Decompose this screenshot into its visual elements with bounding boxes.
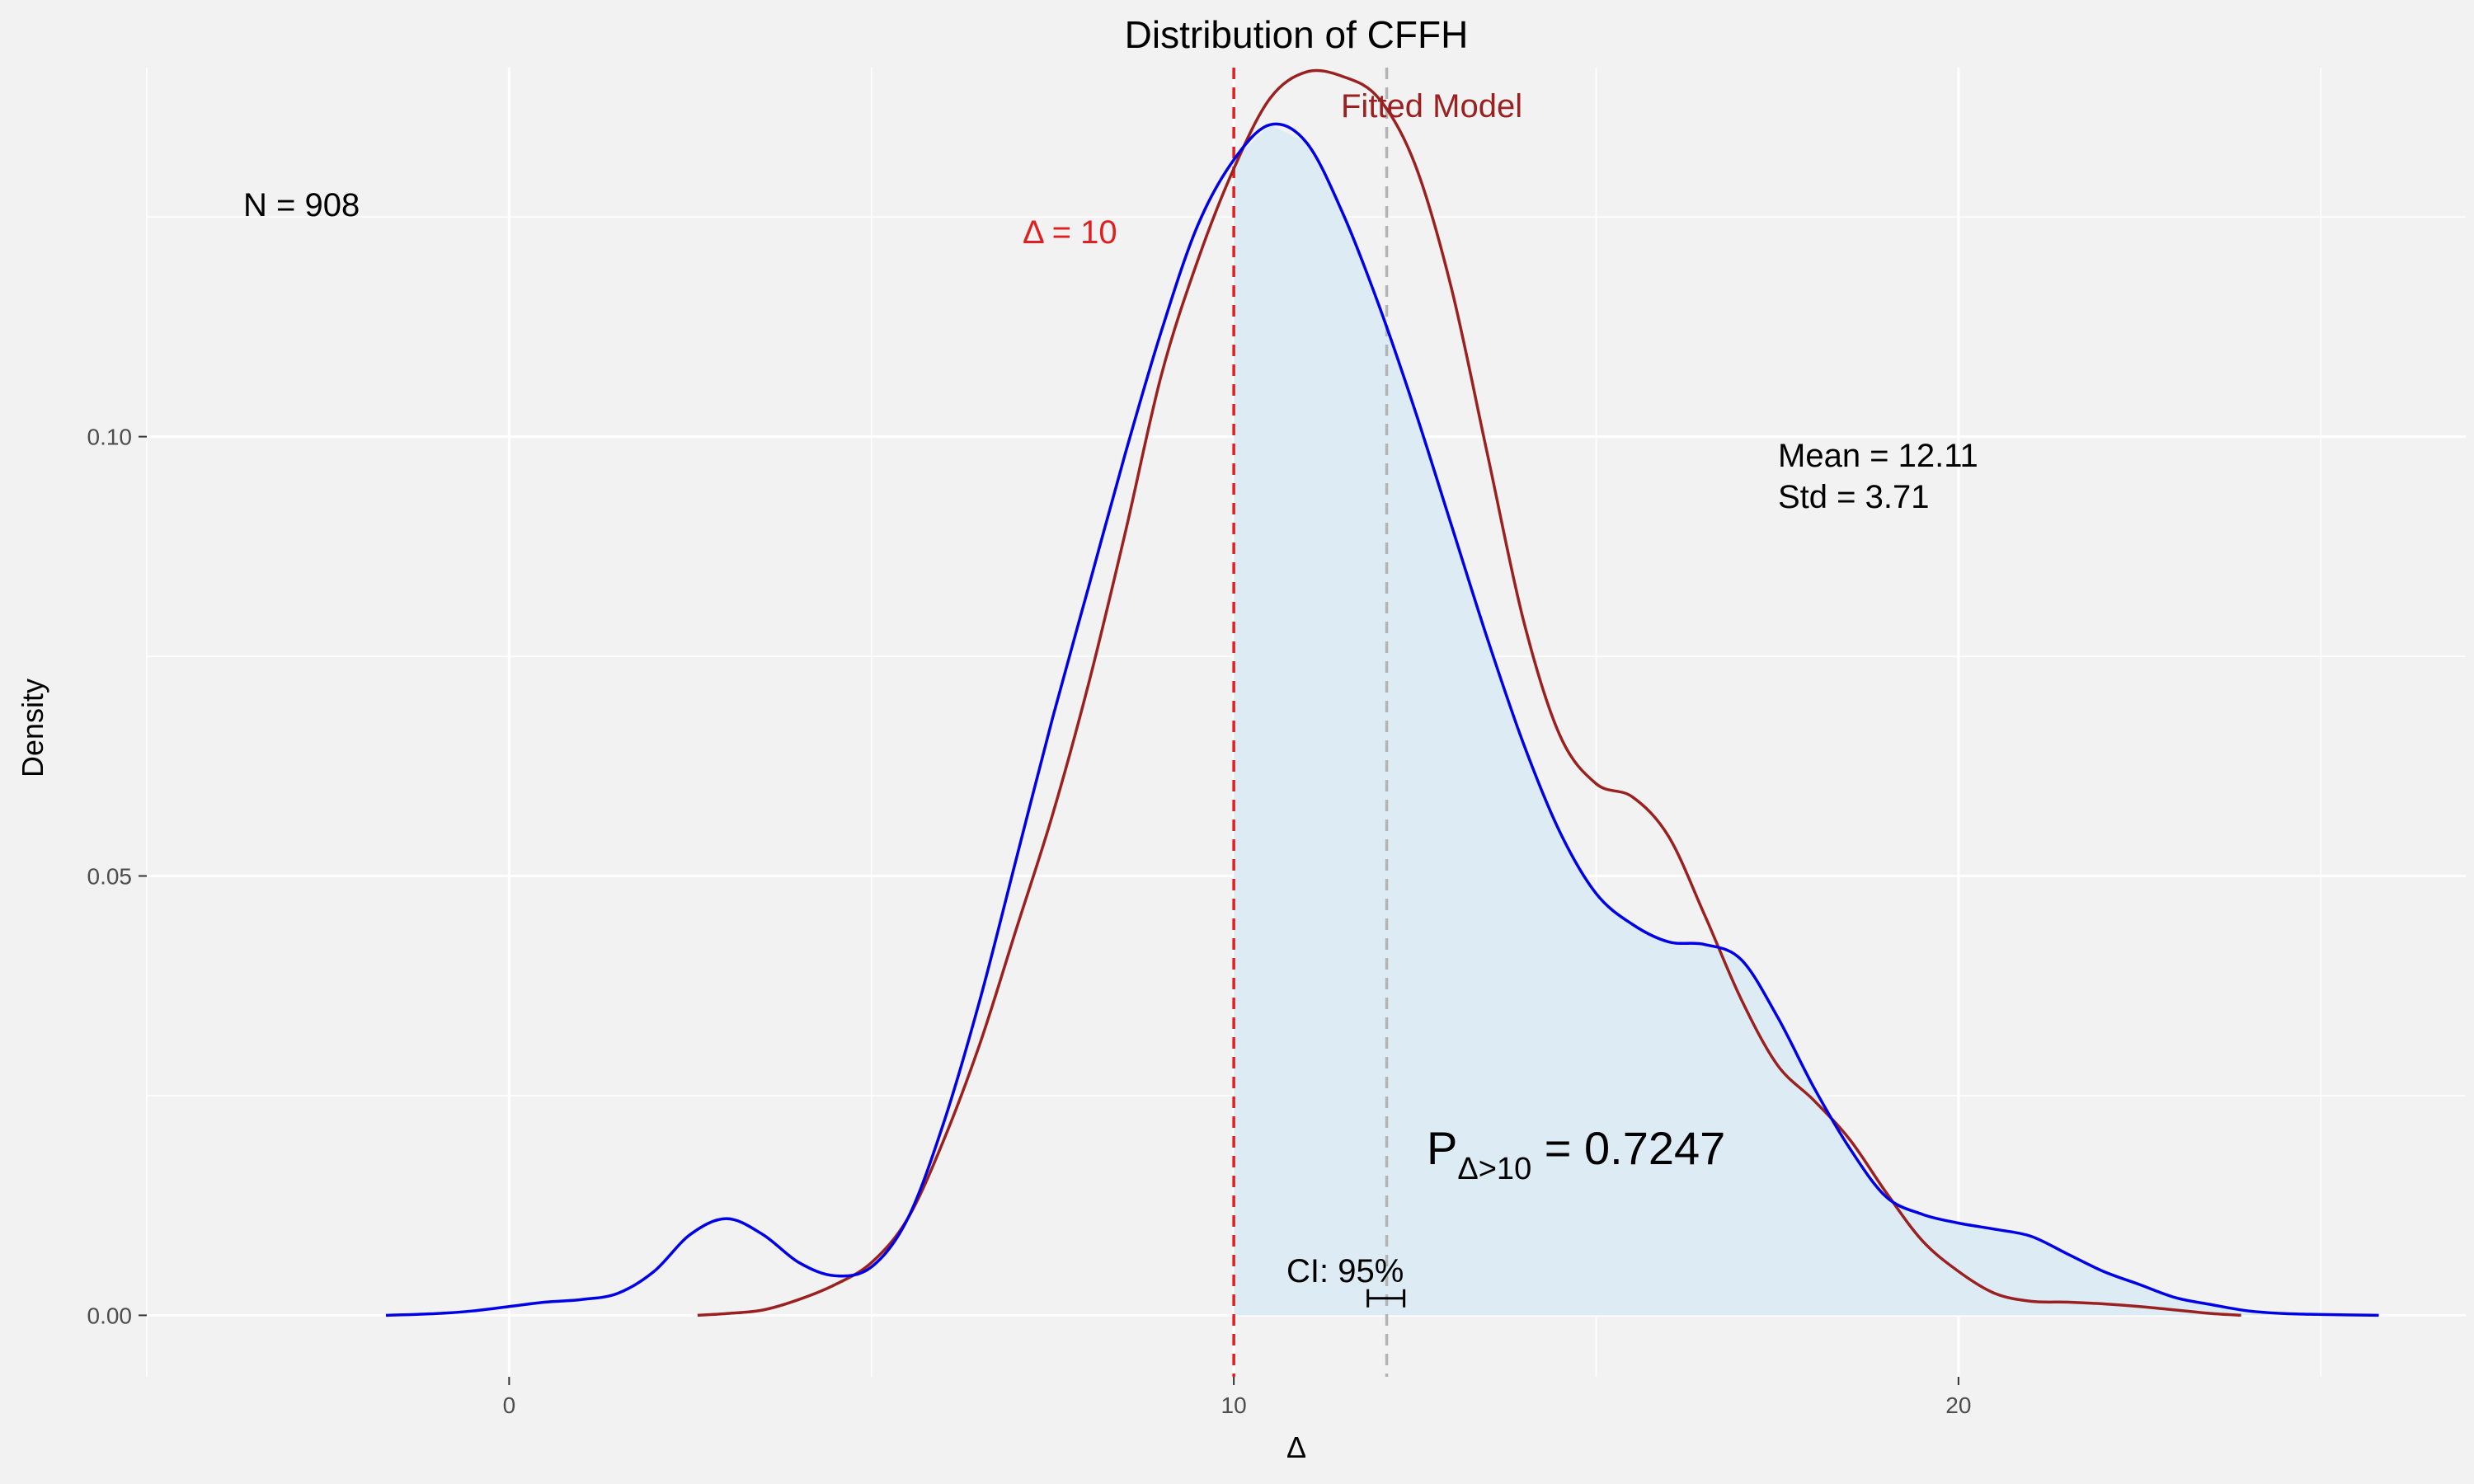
ci-annotation: CI: 95% [1286, 1253, 1404, 1289]
x-tick-label: 0 [503, 1392, 516, 1418]
mean-annotation: Mean = 12.11 [1778, 438, 1978, 474]
y-tick-label: 0.10 [87, 425, 133, 450]
ci-layer [1366, 1289, 1406, 1308]
x-tick-label: 10 [1221, 1392, 1247, 1418]
y-tick-label: 0.00 [87, 1303, 133, 1328]
std-annotation: Std = 3.71 [1778, 479, 1929, 515]
x-axis-label: Δ [1286, 1430, 1306, 1464]
x-tick-label: 20 [1945, 1392, 1971, 1418]
probability-shaded-area [1234, 124, 2379, 1316]
fitted-model-annotation: Fitted Model [1341, 88, 1522, 124]
fill-layer [1234, 124, 2379, 1316]
axes: 0 10 20 0.00 0.05 0.10 [87, 425, 1972, 1418]
fitted-density-line [697, 68, 2241, 1317]
probability-annotation: PΔ>10 = 0.7247 [1427, 1122, 1725, 1186]
y-axis-label: Density [16, 679, 49, 777]
chart-title: Distribution of CFFH [1125, 13, 1469, 56]
reference-lines [1232, 68, 1389, 1377]
probability-subscript: Δ>10 [1457, 1152, 1531, 1186]
threshold-annotation: Δ = 10 [1023, 214, 1117, 251]
probability-value: = 0.7247 [1531, 1122, 1725, 1174]
n-annotation: N = 908 [243, 187, 360, 223]
empirical-density-line [385, 122, 2379, 1317]
probability-symbol: P [1427, 1122, 1457, 1174]
series-layer [385, 68, 2379, 1317]
y-tick-label: 0.05 [87, 864, 133, 890]
